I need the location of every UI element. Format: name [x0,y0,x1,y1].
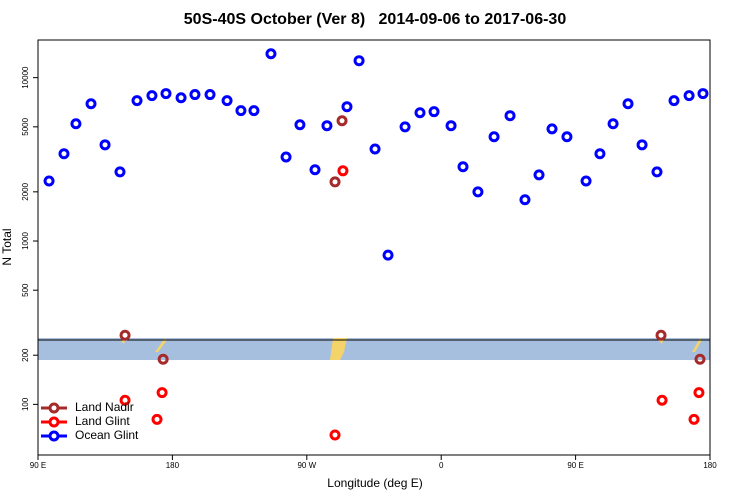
point [655,329,667,341]
point [697,88,709,100]
legend-marker [48,430,60,442]
point [58,148,70,160]
point [336,115,348,127]
y-tick-label: 200 [21,348,30,362]
point [146,90,158,102]
point [693,387,705,399]
legend-label: Land Glint [75,414,130,428]
x-tick-label: 180 [703,461,717,470]
map-strip [38,338,710,360]
x-tick-label: 180 [166,461,180,470]
point [189,89,201,101]
point [457,161,469,173]
x-axis-label: Longitude (deg E) [327,476,422,490]
point [329,429,341,441]
point [235,105,247,117]
point [280,151,292,163]
point [221,95,233,107]
point [688,413,700,425]
x-tick-label: 90 E [567,461,583,470]
point [309,164,321,176]
point [533,169,545,181]
point [114,166,126,178]
y-tick-label: 1000 [21,232,30,250]
legend-marker [48,402,60,414]
point [156,387,168,399]
point [546,123,558,135]
point [607,118,619,130]
point [445,120,457,132]
point [175,92,187,104]
point [85,98,97,110]
point [504,110,516,122]
point [119,329,131,341]
point [636,139,648,151]
point [694,353,706,365]
plot-frame [37,39,711,456]
y-tick-label: 500 [21,283,30,297]
point [519,194,531,206]
x-tick-label: 90 E [30,461,46,470]
point [683,90,695,102]
point [472,186,484,198]
legend-label: Land Nadir [75,400,134,414]
point [99,139,111,151]
point [160,88,172,100]
point [265,48,277,60]
point [248,105,260,117]
point [382,249,394,261]
point [131,95,143,107]
point [580,175,592,187]
point [668,95,680,107]
point [488,131,500,143]
y-tick-label: 5000 [21,117,30,135]
y-tick-label: 100 [21,397,30,411]
y-tick-label: 10000 [21,66,30,89]
chart-title: 50S-40S October (Ver 8) 2014-09-06 to 20… [184,11,567,28]
point [70,118,82,130]
point [656,394,668,406]
y-tick-label: 2000 [21,182,30,200]
point [321,120,333,132]
x-tick-label: 0 [439,461,444,470]
point [329,176,341,188]
point [204,89,216,101]
point [561,131,573,143]
point [151,413,163,425]
x-tick-label: 90 W [297,461,316,470]
point [594,148,606,160]
legend-marker [48,416,60,428]
point [651,166,663,178]
y-axis-label: N Total [0,228,14,265]
point [43,175,55,187]
point [341,101,353,113]
point [294,119,306,131]
point [157,353,169,365]
point [399,121,411,133]
legend-label: Ocean Glint [75,428,139,442]
point [369,143,381,155]
point [622,98,634,110]
point [428,106,440,118]
point [337,165,349,177]
point [119,394,131,406]
point [414,107,426,119]
point [353,55,365,67]
